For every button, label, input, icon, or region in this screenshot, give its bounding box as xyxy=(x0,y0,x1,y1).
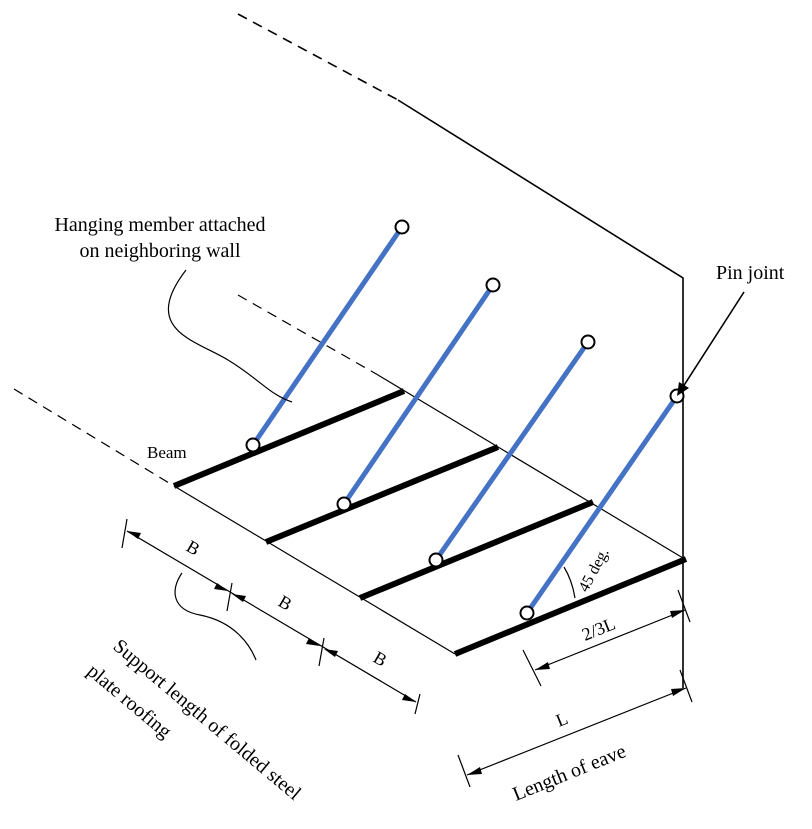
support-length-leader xyxy=(174,572,257,661)
hanging-member-3 xyxy=(433,340,591,562)
hanging-member-leader xyxy=(167,269,293,403)
hanging-member-label-line2: on neighboring wall xyxy=(79,240,241,262)
b-label-2: B xyxy=(275,591,295,614)
hanging-member-1 xyxy=(250,225,405,447)
wall-outline xyxy=(397,99,684,688)
joint-beam-3 xyxy=(428,552,444,568)
beam-1 xyxy=(172,388,406,489)
angle-arc xyxy=(563,566,576,599)
l-dimension xyxy=(457,669,693,788)
roof-front-edge-dashed xyxy=(13,388,175,487)
joint-top-1 xyxy=(394,219,410,235)
roof-front-edge xyxy=(173,485,456,655)
joints xyxy=(245,219,685,621)
hanging-members xyxy=(250,225,680,615)
joint-beam-2 xyxy=(336,496,352,512)
beam-label: Beam xyxy=(147,443,187,462)
wall-dashed-top xyxy=(237,13,399,101)
beam-3 xyxy=(358,499,595,601)
b-dimension xyxy=(121,518,421,715)
hanging-member-2 xyxy=(341,283,496,506)
roof-back-edge-dashed xyxy=(237,294,379,376)
two-thirds-l-dimension xyxy=(522,589,691,687)
joint-beam-1 xyxy=(245,437,261,453)
hanging-member-label-line1: Hanging member attached xyxy=(54,214,266,236)
b-label-3: B xyxy=(370,647,390,670)
b-label-1: B xyxy=(183,536,203,559)
beam-4 xyxy=(453,556,688,657)
length-of-eave-label: Length of eave xyxy=(510,740,630,805)
l-label: L xyxy=(553,708,571,731)
two-thirds-l-label: 2/3L xyxy=(579,613,618,644)
angle-label: 45 deg. xyxy=(576,545,613,595)
roof-back-edge xyxy=(377,374,684,559)
pin-joint-label: Pin joint xyxy=(716,262,785,284)
joint-top-3 xyxy=(580,334,596,350)
hanging-member-label: Hanging member attached on neighboring w… xyxy=(5,212,315,264)
beam-2 xyxy=(264,444,500,545)
pin-joint-arrow xyxy=(677,291,745,396)
joint-top-2 xyxy=(485,277,501,293)
beams xyxy=(172,388,688,657)
joint-beam-4 xyxy=(519,605,535,621)
hanging-member-4 xyxy=(524,394,680,615)
